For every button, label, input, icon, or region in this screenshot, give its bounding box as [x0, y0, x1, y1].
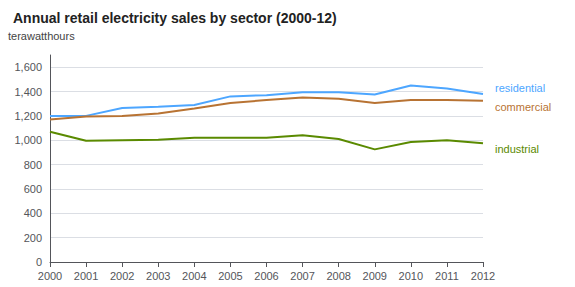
svg-text:terawatthours: terawatthours: [8, 30, 75, 42]
svg-text:400: 400: [24, 207, 42, 219]
svg-text:2010: 2010: [399, 270, 423, 282]
svg-text:1,600: 1,600: [14, 61, 42, 73]
svg-text:2003: 2003: [146, 270, 170, 282]
svg-text:0: 0: [36, 256, 42, 268]
svg-text:2007: 2007: [290, 270, 314, 282]
svg-text:2011: 2011: [435, 270, 459, 282]
svg-text:1,200: 1,200: [14, 110, 42, 122]
svg-text:1,400: 1,400: [14, 86, 42, 98]
svg-text:600: 600: [24, 183, 42, 195]
svg-text:2000: 2000: [38, 270, 62, 282]
svg-text:2002: 2002: [110, 270, 134, 282]
svg-text:800: 800: [24, 159, 42, 171]
svg-text:1,000: 1,000: [14, 134, 42, 146]
svg-text:2004: 2004: [182, 270, 206, 282]
svg-text:2008: 2008: [326, 270, 350, 282]
svg-text:Annual retail electricity sale: Annual retail electricity sales by secto…: [13, 10, 337, 26]
svg-text:2001: 2001: [74, 270, 98, 282]
svg-text:2009: 2009: [363, 270, 387, 282]
svg-text:2005: 2005: [218, 270, 242, 282]
svg-text:commercial: commercial: [495, 101, 551, 113]
svg-text:2006: 2006: [254, 270, 278, 282]
svg-text:2012: 2012: [471, 270, 495, 282]
svg-text:residential: residential: [495, 82, 545, 94]
svg-text:industrial: industrial: [495, 143, 539, 155]
svg-text:200: 200: [24, 232, 42, 244]
